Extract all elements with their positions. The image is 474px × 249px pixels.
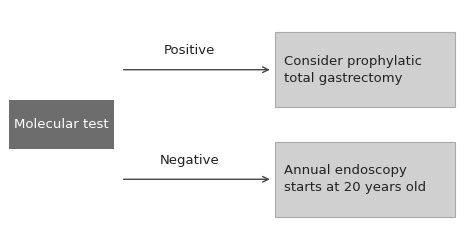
FancyBboxPatch shape (275, 32, 455, 107)
Text: Negative: Negative (160, 154, 219, 167)
FancyBboxPatch shape (9, 100, 114, 149)
Text: Positive: Positive (164, 44, 215, 57)
Text: Molecular test: Molecular test (14, 118, 109, 131)
Text: Annual endoscopy
starts at 20 years old: Annual endoscopy starts at 20 years old (284, 164, 427, 194)
Text: Consider prophylatic
total gastrectomy: Consider prophylatic total gastrectomy (284, 55, 422, 85)
FancyBboxPatch shape (275, 142, 455, 217)
